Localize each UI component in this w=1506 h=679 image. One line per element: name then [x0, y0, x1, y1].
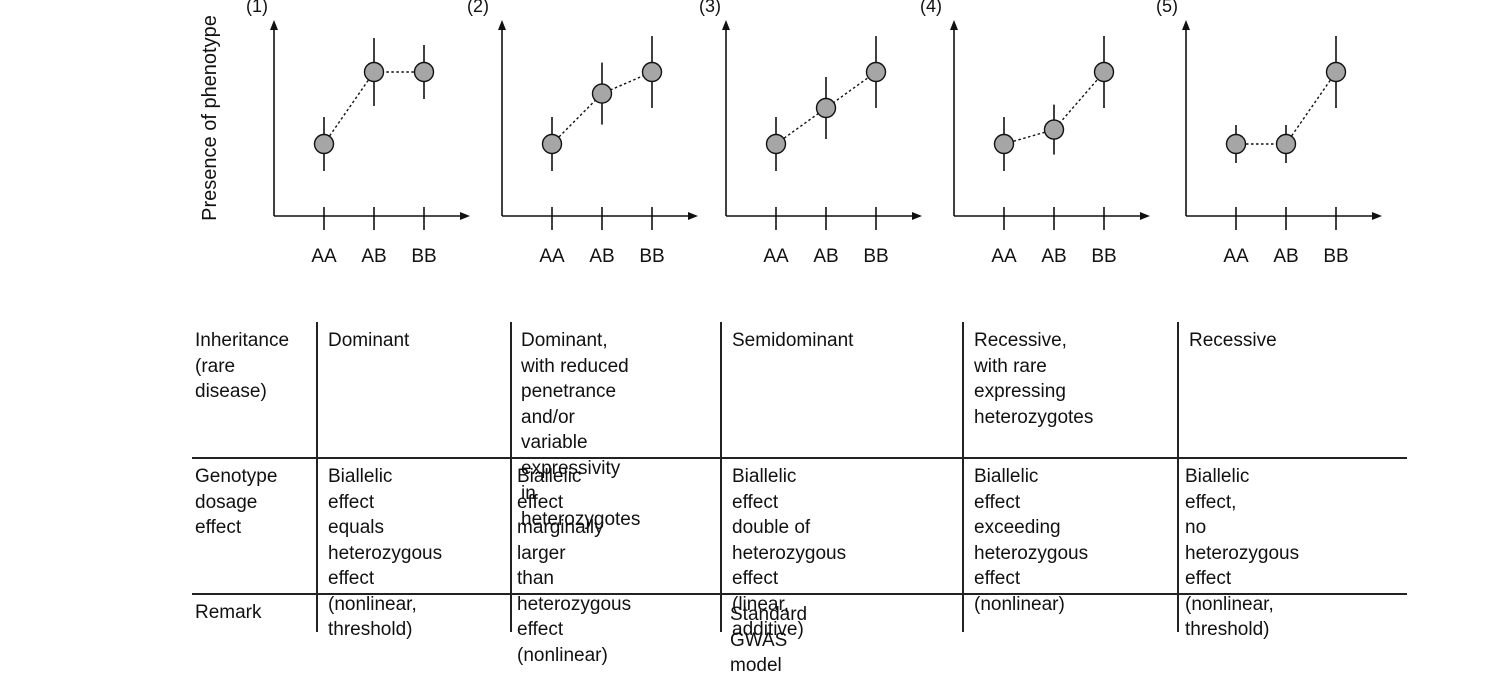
table-divider [510, 322, 512, 632]
table-row-divider [192, 593, 1407, 595]
panel-label: (5) [1156, 0, 1178, 16]
inheritance-cell-3: Semidominant [732, 330, 854, 351]
data-point [1043, 119, 1065, 140]
x-tick-label: AA [763, 246, 789, 267]
row-header-dosage: Genotype dosage effect [195, 466, 278, 538]
panel-label: (4) [920, 0, 942, 16]
x-tick-label: AB [589, 246, 614, 267]
data-point [865, 61, 887, 83]
dosage-cell-4: Biallelic effect exceeding heterozygous … [974, 466, 1089, 615]
data-point [363, 61, 385, 83]
y-axis-arrow [722, 20, 730, 30]
x-axis-arrow [912, 212, 922, 220]
x-tick-label: AB [361, 246, 386, 267]
data-point [413, 61, 435, 83]
dosage-cell-1: Biallelic effect equals heterozygous eff… [328, 466, 443, 640]
x-tick-label: BB [411, 246, 436, 267]
x-tick-label: AA [1223, 246, 1249, 267]
data-point [1093, 61, 1115, 83]
data-point [591, 83, 613, 104]
remark-cell-3: Standard GWAS model [730, 604, 808, 676]
dosage-cell-3: Biallelic effect double of heterozygous … [732, 466, 847, 640]
y-axis-arrow [498, 20, 506, 30]
inheritance-cell-4: Recessive, with rare expressing heterozy… [974, 330, 1094, 428]
data-point [1325, 61, 1347, 83]
dosage-cell-2: Biallelic effect marginally larger than … [517, 466, 632, 666]
y-axis-arrow [1182, 20, 1190, 30]
x-tick-label: BB [1323, 246, 1348, 267]
data-point [815, 97, 837, 119]
x-tick-label: AB [813, 246, 838, 267]
row-header-inheritance: Inheritance (rare disease) [195, 330, 290, 402]
row-header-remark: Remark [195, 602, 262, 623]
y-axis-arrow [270, 20, 278, 30]
data-point [1225, 133, 1247, 155]
data-point [641, 61, 663, 83]
data-point [313, 133, 335, 155]
table-divider [1177, 322, 1179, 632]
x-tick-label: BB [1091, 246, 1116, 267]
x-tick-label: AA [991, 246, 1017, 267]
x-tick-label: AB [1041, 246, 1066, 267]
y-axis-label: Presence of phenotype [199, 15, 221, 221]
y-axis-arrow [950, 20, 958, 30]
x-tick-label: BB [639, 246, 664, 267]
x-tick-label: AA [539, 246, 565, 267]
table-divider [720, 322, 722, 632]
genotype-phenotype-charts: Presence of phenotype (1) AA AB BB (2) AA AB BB… [199, 0, 1382, 267]
panel-label: (2) [467, 0, 489, 16]
data-point [765, 133, 787, 155]
x-axis-arrow [1140, 212, 1150, 220]
x-axis-arrow [1372, 212, 1382, 220]
x-axis-arrow [688, 212, 698, 220]
table-divider [316, 322, 318, 632]
data-point [1275, 133, 1297, 155]
panel-label: (3) [699, 0, 721, 16]
dosage-cell-5: Biallelic effect, no heterozygous effect… [1185, 466, 1300, 640]
x-tick-label: AB [1273, 246, 1298, 267]
x-tick-label: AA [311, 246, 337, 267]
inheritance-cell-2: Dominant, with reduced penetrance and/or… [521, 330, 641, 530]
trend-line [323, 71, 424, 145]
data-point [993, 133, 1015, 155]
inheritance-cell-5: Recessive [1189, 330, 1277, 351]
table-row-divider [192, 457, 1407, 459]
inheritance-cell-1: Dominant [328, 330, 410, 351]
table-divider [962, 322, 964, 632]
x-axis-arrow [460, 212, 470, 220]
data-point [541, 133, 563, 155]
panel-label: (1) [246, 0, 268, 16]
x-tick-label: BB [863, 246, 888, 267]
